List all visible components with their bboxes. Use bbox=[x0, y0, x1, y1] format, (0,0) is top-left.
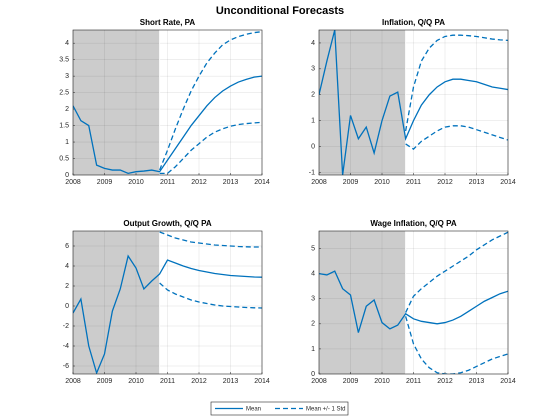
y-tick-label: -1 bbox=[309, 169, 315, 176]
band-line bbox=[159, 31, 262, 171]
y-tick-label: 2 bbox=[311, 92, 315, 99]
y-tick-label: 3 bbox=[65, 73, 69, 80]
band-line bbox=[405, 316, 508, 374]
x-tick-label: 2013 bbox=[223, 179, 239, 186]
y-tick-label: 0 bbox=[311, 371, 315, 378]
x-tick-label: 2011 bbox=[160, 179, 175, 186]
y-tick-label: 3.5 bbox=[59, 57, 69, 64]
axes-box bbox=[72, 29, 263, 176]
x-tick-label: 2013 bbox=[223, 378, 239, 385]
y-tick-label: 0 bbox=[65, 303, 69, 310]
y-tick-label: 0.5 bbox=[59, 155, 69, 162]
subplot-title: Wage Inflation, Q/Q PA bbox=[370, 219, 456, 228]
y-tick-label: 0 bbox=[311, 143, 315, 150]
x-tick-label: 2010 bbox=[128, 378, 144, 385]
band-line bbox=[405, 231, 508, 313]
x-tick-label: 2008 bbox=[311, 179, 327, 186]
x-tick-label: 2010 bbox=[374, 378, 390, 385]
x-tick-label: 2014 bbox=[254, 179, 270, 186]
x-tick-label: 2009 bbox=[343, 179, 359, 186]
y-tick-label: 4 bbox=[65, 263, 69, 270]
x-tick-label: 2014 bbox=[500, 179, 516, 186]
x-tick-label: 2012 bbox=[191, 179, 207, 186]
y-tick-label: 2 bbox=[65, 106, 69, 113]
y-tick-label: 5 bbox=[311, 245, 315, 252]
axes-box bbox=[318, 230, 509, 375]
band-line bbox=[159, 121, 262, 174]
band-line bbox=[159, 282, 262, 309]
subplot: 2008 2009 2010 2011 2012 2013 2014 -6 -4 -2 0 2 4 6 Ou… bbox=[63, 219, 270, 385]
history-shade bbox=[73, 30, 160, 175]
x-tick-label: 2010 bbox=[374, 179, 390, 186]
x-tick-label: 2011 bbox=[160, 378, 175, 385]
x-tick-label: 2008 bbox=[311, 378, 327, 385]
y-tick-label: 1 bbox=[311, 346, 315, 353]
x-tick-label: 2009 bbox=[97, 179, 113, 186]
subplot-title: Inflation, Q/Q PA bbox=[382, 18, 445, 27]
x-tick-label: 2013 bbox=[469, 179, 485, 186]
y-tick-label: -2 bbox=[63, 323, 69, 330]
history-shade bbox=[319, 231, 406, 374]
x-tick-label: 2009 bbox=[97, 378, 113, 385]
mean-line bbox=[319, 30, 508, 175]
y-tick-label: -4 bbox=[63, 343, 69, 350]
x-tick-label: 2014 bbox=[254, 378, 270, 385]
mean-line bbox=[73, 254, 262, 374]
y-tick-label: -6 bbox=[63, 363, 69, 370]
x-tick-label: 2012 bbox=[191, 378, 207, 385]
band-line bbox=[404, 34, 508, 132]
mean-line bbox=[73, 75, 262, 175]
y-tick-label: 4 bbox=[311, 40, 315, 47]
y-tick-label: 2 bbox=[65, 283, 69, 290]
legend-label: Mean bbox=[246, 407, 261, 413]
subplot: 2008 2009 2010 2011 2012 2013 2014 -1 0 1 2 3 4 Infla… bbox=[309, 18, 516, 186]
history-shade bbox=[319, 30, 406, 175]
x-tick-label: 2010 bbox=[128, 179, 144, 186]
x-tick-label: 2009 bbox=[343, 378, 359, 385]
legend-label: Mean +/- 1 Std bbox=[306, 407, 346, 413]
figure-title: Unconditional Forecasts bbox=[216, 5, 344, 17]
x-tick-label: 2014 bbox=[500, 378, 516, 385]
y-tick-label: 3 bbox=[311, 66, 315, 73]
x-tick-label: 2012 bbox=[437, 378, 453, 385]
band-line bbox=[159, 231, 262, 248]
y-tick-label: 1 bbox=[311, 117, 315, 124]
y-tick-label: 6 bbox=[65, 243, 69, 250]
y-tick-label: 1.5 bbox=[59, 122, 69, 129]
mean-line bbox=[319, 270, 508, 333]
y-tick-label: 4 bbox=[311, 270, 315, 277]
y-tick-label: 4 bbox=[65, 40, 69, 47]
legend: Mean Mean +/- 1 Std bbox=[210, 401, 349, 416]
history-shade bbox=[73, 231, 160, 374]
x-tick-label: 2008 bbox=[65, 179, 81, 186]
y-tick-label: 0 bbox=[65, 172, 69, 179]
band-line bbox=[405, 125, 508, 150]
y-tick-label: 3 bbox=[311, 296, 315, 303]
subplot-title: Short Rate, PA bbox=[140, 18, 196, 27]
x-tick-label: 2008 bbox=[65, 378, 81, 385]
y-tick-label: 2.5 bbox=[59, 89, 69, 96]
x-tick-label: 2011 bbox=[406, 179, 421, 186]
subplot: 2008 2009 2010 2011 2012 2013 2014 0 1 2 3 4 5 Wage I… bbox=[311, 219, 516, 385]
subplot: 2008 2009 2010 2011 2012 2013 2014 0 0.5 1 1.5 2 2.5… bbox=[59, 18, 270, 186]
x-tick-label: 2012 bbox=[437, 179, 453, 186]
subplot-title: Output Growth, Q/Q PA bbox=[123, 219, 212, 228]
axes-box bbox=[72, 230, 263, 375]
y-tick-label: 2 bbox=[311, 321, 315, 328]
axes-box bbox=[318, 29, 509, 176]
x-tick-label: 2011 bbox=[406, 378, 421, 385]
x-tick-label: 2013 bbox=[469, 378, 485, 385]
y-tick-label: 1 bbox=[65, 139, 69, 146]
